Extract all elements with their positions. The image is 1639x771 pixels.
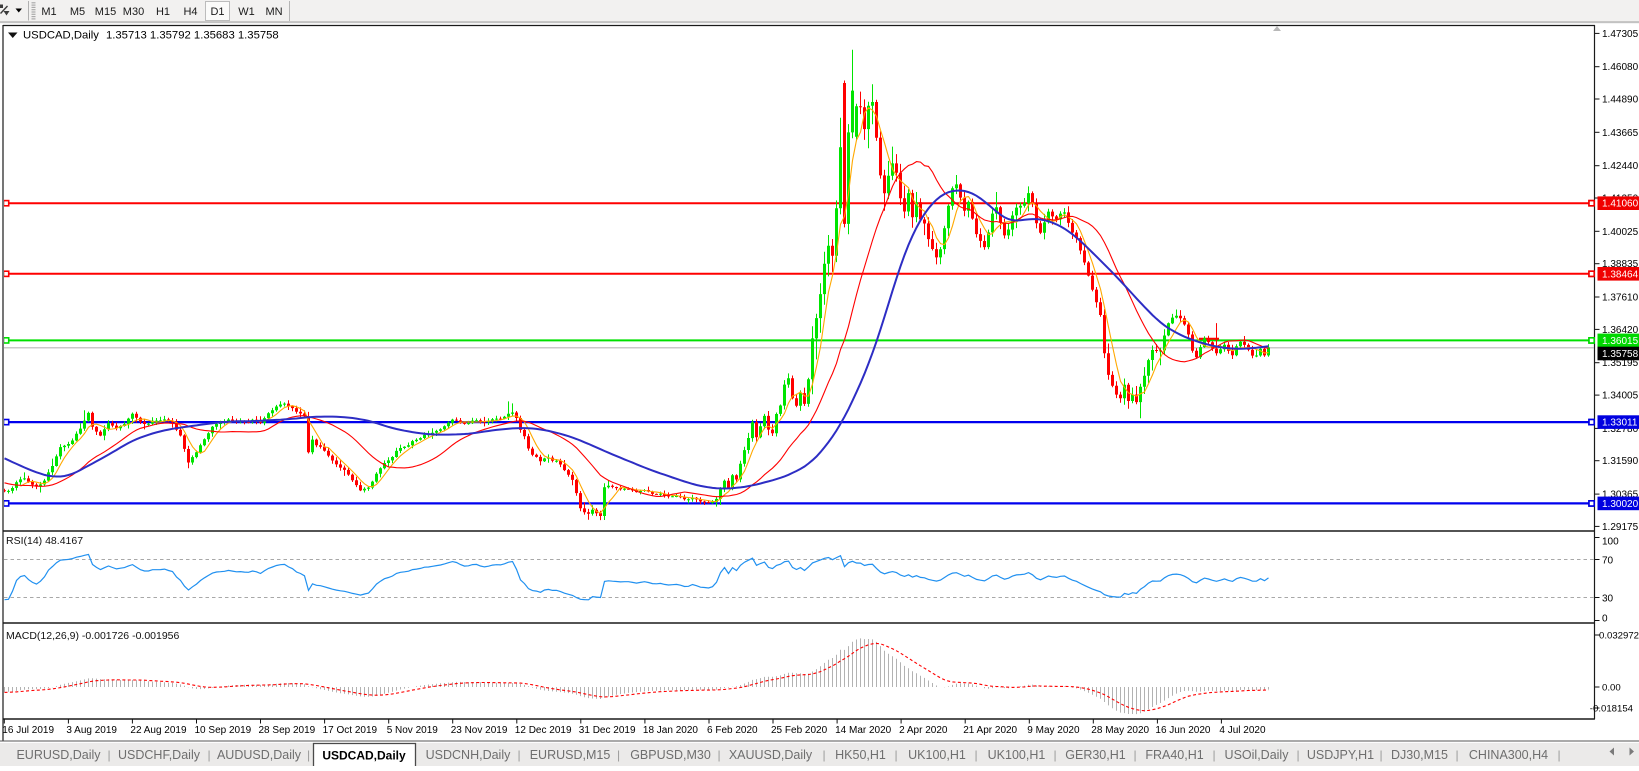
svg-text:1.47305: 1.47305 xyxy=(1602,29,1639,40)
svg-text:3 Aug 2019: 3 Aug 2019 xyxy=(66,725,117,736)
svg-text:EURUSD,Daily: EURUSD,Daily xyxy=(16,748,101,762)
svg-text:0: 0 xyxy=(1602,614,1608,625)
svg-text:1.37610: 1.37610 xyxy=(1602,293,1639,304)
svg-text:25 Feb 2020: 25 Feb 2020 xyxy=(771,725,828,736)
svg-text:16 Jun 2020: 16 Jun 2020 xyxy=(1155,725,1210,736)
svg-text:D1: D1 xyxy=(210,6,224,18)
svg-text:1.42440: 1.42440 xyxy=(1602,161,1639,172)
svg-text:H1: H1 xyxy=(156,6,170,18)
svg-text:M30: M30 xyxy=(123,6,144,18)
svg-text:USDCNH,Daily: USDCNH,Daily xyxy=(426,748,511,762)
svg-text:M5: M5 xyxy=(70,6,85,18)
svg-text:1.38464: 1.38464 xyxy=(1602,269,1639,280)
svg-text:23 Nov 2019: 23 Nov 2019 xyxy=(451,725,508,736)
svg-text:21 Apr 2020: 21 Apr 2020 xyxy=(963,725,1017,736)
svg-text:1.44890: 1.44890 xyxy=(1602,95,1639,106)
svg-text:|: | xyxy=(1557,748,1560,762)
svg-text:0.032972: 0.032972 xyxy=(1599,631,1639,642)
svg-text:GER30,H1: GER30,H1 xyxy=(1065,748,1125,762)
svg-text:W1: W1 xyxy=(238,6,255,18)
svg-text:1.41060: 1.41060 xyxy=(1602,199,1639,210)
svg-text:1.40025: 1.40025 xyxy=(1602,227,1639,238)
svg-text:1.43665: 1.43665 xyxy=(1602,128,1639,139)
svg-text:DJ30,M15: DJ30,M15 xyxy=(1391,748,1448,762)
svg-text:USDCHF,Daily: USDCHF,Daily xyxy=(118,748,201,762)
svg-text:|: | xyxy=(1053,748,1056,762)
svg-text:|: | xyxy=(617,748,620,762)
svg-text:|: | xyxy=(107,748,110,762)
svg-text:MACD(12,26,9) -0.001726 -0.001: MACD(12,26,9) -0.001726 -0.001956 xyxy=(6,630,180,642)
svg-text:28 May 2020: 28 May 2020 xyxy=(1091,725,1149,736)
svg-text:4 Jul 2020: 4 Jul 2020 xyxy=(1219,725,1266,736)
svg-text:31 Dec 2019: 31 Dec 2019 xyxy=(579,725,636,736)
svg-text:6 Feb 2020: 6 Feb 2020 xyxy=(707,725,758,736)
svg-text:100: 100 xyxy=(1602,537,1619,548)
svg-text:28 Sep 2019: 28 Sep 2019 xyxy=(259,725,316,736)
svg-text:70: 70 xyxy=(1602,556,1614,567)
svg-text:MN: MN xyxy=(265,6,282,18)
svg-text:18 Jan 2020: 18 Jan 2020 xyxy=(643,725,698,736)
svg-text:|: | xyxy=(1379,748,1382,762)
svg-text:1.29175: 1.29175 xyxy=(1602,522,1639,533)
svg-text:USDJPY,H1: USDJPY,H1 xyxy=(1307,748,1374,762)
svg-text:XAUUSD,Daily: XAUUSD,Daily xyxy=(729,748,813,762)
svg-text:EURUSD,M15: EURUSD,M15 xyxy=(530,748,611,762)
svg-text:AUDUSD,Daily: AUDUSD,Daily xyxy=(217,748,302,762)
svg-text:|: | xyxy=(822,748,825,762)
svg-text:2 Apr 2020: 2 Apr 2020 xyxy=(899,725,948,736)
svg-text:12 Dec 2019: 12 Dec 2019 xyxy=(515,725,572,736)
svg-text:1.30020: 1.30020 xyxy=(1602,499,1639,510)
svg-text:FRA40,H1: FRA40,H1 xyxy=(1145,748,1203,762)
svg-text:14 Mar 2020: 14 Mar 2020 xyxy=(835,725,892,736)
svg-text:M1: M1 xyxy=(41,6,56,18)
svg-text:|: | xyxy=(1455,748,1458,762)
svg-text:UK100,H1: UK100,H1 xyxy=(988,748,1046,762)
svg-text:|: | xyxy=(894,748,897,762)
svg-text:|: | xyxy=(517,748,520,762)
svg-text:30: 30 xyxy=(1602,594,1614,605)
svg-text:RSI(14) 48.4167: RSI(14) 48.4167 xyxy=(6,535,83,547)
svg-text:|: | xyxy=(717,748,720,762)
svg-text:10 Sep 2019: 10 Sep 2019 xyxy=(195,725,252,736)
svg-text:5 Nov 2019: 5 Nov 2019 xyxy=(387,725,439,736)
svg-text:|: | xyxy=(307,748,310,762)
svg-text:1.33011: 1.33011 xyxy=(1602,418,1638,429)
svg-text:1.36015: 1.36015 xyxy=(1602,336,1639,347)
svg-text:1.46080: 1.46080 xyxy=(1602,62,1639,73)
svg-text:1.34005: 1.34005 xyxy=(1602,391,1639,402)
svg-text:|: | xyxy=(1296,748,1299,762)
svg-text:-0.018154: -0.018154 xyxy=(1590,704,1634,715)
svg-text:UK100,H1: UK100,H1 xyxy=(908,748,966,762)
svg-text:|: | xyxy=(207,748,210,762)
svg-text:|: | xyxy=(1133,748,1136,762)
svg-text:GBPUSD,M30: GBPUSD,M30 xyxy=(630,748,711,762)
svg-text:17 Oct 2019: 17 Oct 2019 xyxy=(323,725,378,736)
svg-text:9 May 2020: 9 May 2020 xyxy=(1027,725,1080,736)
svg-text:H4: H4 xyxy=(183,6,197,18)
svg-text:CHINA300,H4: CHINA300,H4 xyxy=(1469,748,1548,762)
svg-text:M15: M15 xyxy=(95,6,116,18)
svg-text:HK50,H1: HK50,H1 xyxy=(835,748,886,762)
svg-text:0.00: 0.00 xyxy=(1602,683,1621,694)
svg-text:1.35758: 1.35758 xyxy=(1602,349,1639,360)
svg-text:USDCAD,Daily: USDCAD,Daily xyxy=(322,749,406,763)
svg-text:|: | xyxy=(974,748,977,762)
svg-text:USOil,Daily: USOil,Daily xyxy=(1225,748,1290,762)
svg-text:22 Aug 2019: 22 Aug 2019 xyxy=(130,725,187,736)
svg-text:16 Jul 2019: 16 Jul 2019 xyxy=(2,725,54,736)
svg-text:1.31590: 1.31590 xyxy=(1602,456,1639,467)
svg-text:|: | xyxy=(1212,748,1215,762)
